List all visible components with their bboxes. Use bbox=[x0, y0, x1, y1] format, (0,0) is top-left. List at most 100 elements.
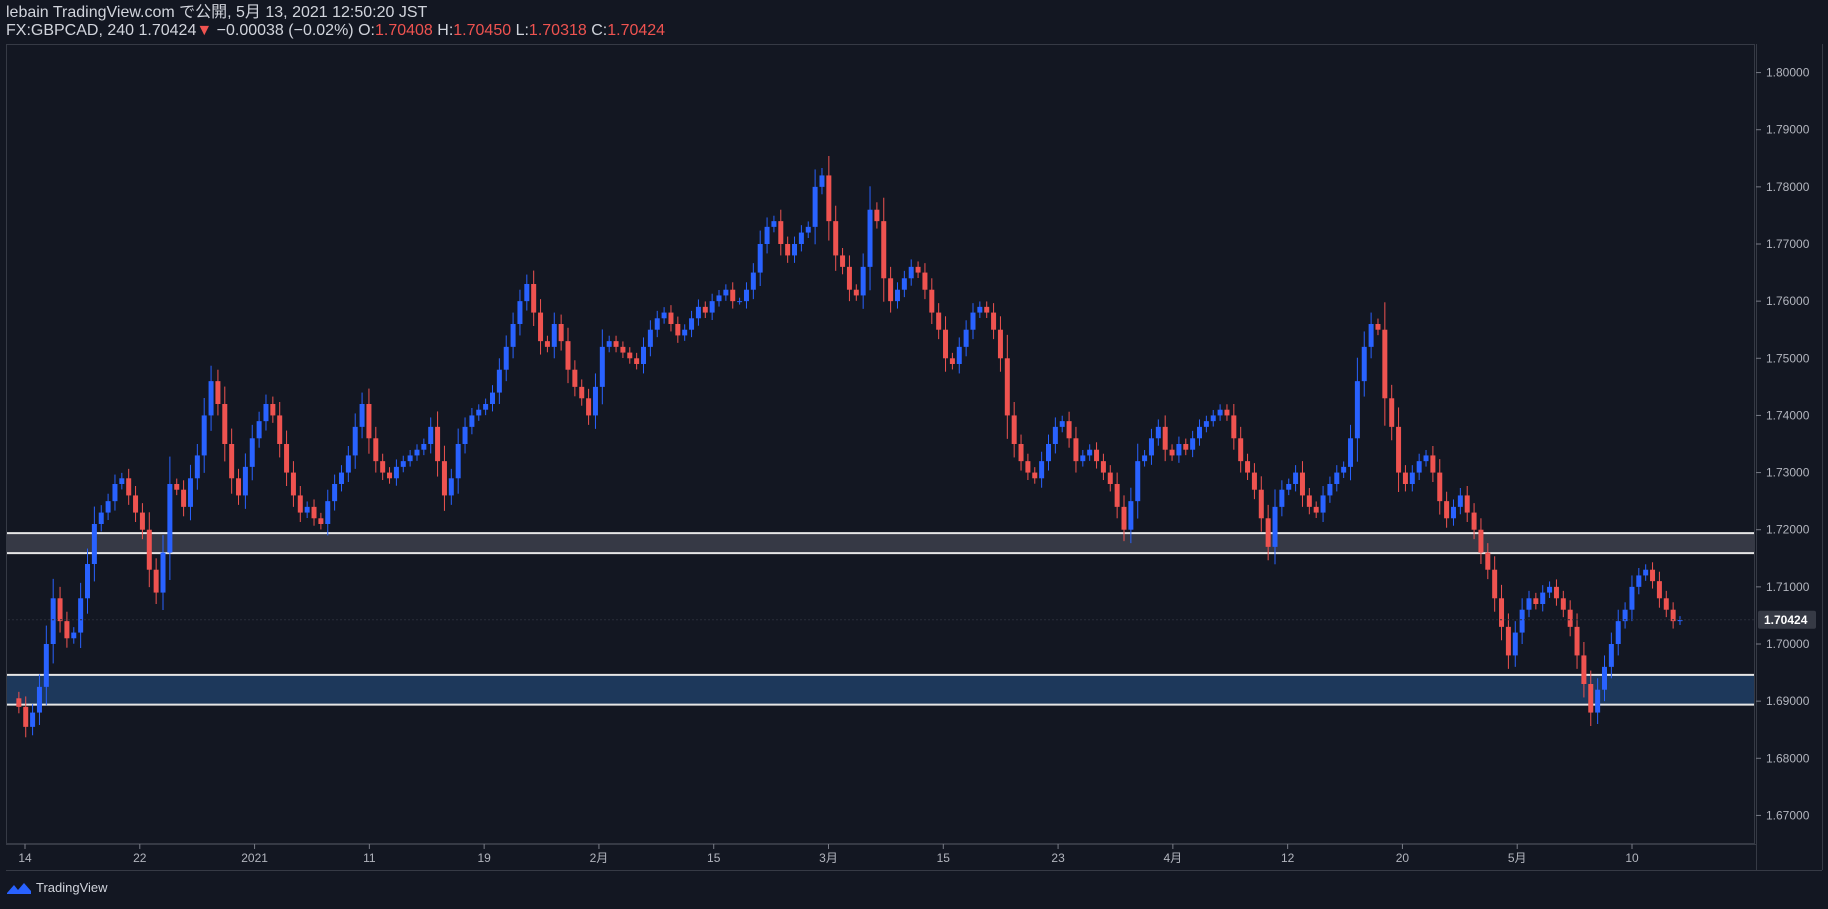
candle-body bbox=[716, 295, 722, 302]
tradingview-brand[interactable]: TradingView bbox=[6, 880, 108, 895]
candle-body bbox=[387, 472, 393, 479]
candle-body bbox=[1464, 495, 1470, 513]
candle-body bbox=[119, 478, 125, 484]
candle-body bbox=[1567, 609, 1573, 627]
candle-body bbox=[1052, 426, 1058, 444]
y-tick-label-3: 1.77000 bbox=[1766, 237, 1810, 251]
candle-body bbox=[949, 358, 955, 364]
x-tick-label-7: 3月 bbox=[819, 851, 838, 865]
high-value: 1.70450 bbox=[453, 22, 512, 39]
candle-body bbox=[991, 312, 997, 330]
candle-body bbox=[1066, 421, 1072, 439]
candle-body bbox=[764, 226, 770, 244]
candle-body bbox=[620, 346, 626, 353]
candle-body bbox=[71, 632, 77, 639]
candle-body bbox=[1402, 472, 1408, 484]
candle-body bbox=[798, 232, 804, 244]
candle-body bbox=[1169, 449, 1175, 456]
candle-body bbox=[43, 644, 49, 687]
candle-body bbox=[91, 524, 97, 564]
candle-body bbox=[1574, 626, 1580, 656]
candle-body bbox=[352, 426, 358, 456]
candle-body bbox=[201, 415, 207, 456]
support-zone[interactable] bbox=[7, 674, 1754, 705]
candle-body bbox=[1059, 421, 1065, 427]
candle-body bbox=[359, 404, 365, 427]
candle-body bbox=[915, 266, 921, 273]
candle-body bbox=[1396, 426, 1402, 473]
candle-body bbox=[1197, 426, 1203, 439]
candle-body bbox=[277, 415, 283, 444]
candle-body bbox=[1217, 409, 1223, 416]
candle-body bbox=[1279, 489, 1285, 507]
candle-body bbox=[30, 712, 36, 727]
candle-body bbox=[901, 278, 907, 290]
candle-body bbox=[407, 455, 413, 462]
candle-body bbox=[23, 706, 29, 727]
candle-body bbox=[332, 484, 338, 502]
candle-body bbox=[743, 289, 749, 302]
x-tick-label-3: 11 bbox=[363, 851, 376, 865]
candle-body bbox=[366, 404, 372, 439]
candle-body bbox=[57, 598, 63, 622]
candle-body bbox=[1341, 466, 1347, 473]
candle-body bbox=[565, 341, 571, 370]
candle-body bbox=[1334, 472, 1340, 484]
candle-body bbox=[1265, 518, 1271, 547]
symbol-legend[interactable]: FX:GBPCAD, 240 1.70424▼ −0.00038 (−0.02%… bbox=[6, 22, 666, 39]
candle-body bbox=[421, 444, 427, 450]
candle-body bbox=[702, 306, 708, 313]
time-axis[interactable]: 14 22 2021 11 19 2月 15 3月 15 23 4月 12 20 5月 10 bbox=[18, 844, 1639, 865]
candle-body bbox=[1492, 569, 1498, 599]
candle-body bbox=[1190, 438, 1196, 450]
candle-body bbox=[826, 175, 832, 222]
last-price-marker: 1.70424 bbox=[1758, 610, 1816, 629]
candle-body bbox=[922, 272, 928, 290]
candle-body bbox=[963, 329, 969, 347]
candle-body bbox=[1032, 472, 1038, 479]
candle-body bbox=[538, 312, 544, 342]
candle-body bbox=[1155, 426, 1161, 439]
candle-body bbox=[1142, 455, 1148, 462]
candle-body bbox=[1313, 506, 1319, 513]
candle-body bbox=[1677, 620, 1683, 622]
tradingview-logo-icon bbox=[7, 882, 31, 894]
candle-body bbox=[1299, 472, 1305, 496]
candle-body bbox=[1306, 495, 1312, 507]
candle-body bbox=[1595, 689, 1601, 713]
candle-body bbox=[689, 318, 695, 330]
candle-body bbox=[414, 449, 420, 456]
candle-body bbox=[894, 289, 900, 302]
candle-body bbox=[805, 226, 811, 233]
candle-body bbox=[36, 686, 42, 713]
symbol-label: FX:GBPCAD, 240 bbox=[6, 22, 135, 39]
candle-body bbox=[483, 404, 489, 410]
candle-body bbox=[695, 306, 701, 319]
candle-body bbox=[215, 381, 221, 404]
x-tick-label-4: 19 bbox=[477, 851, 491, 865]
resistance-zone[interactable] bbox=[7, 533, 1754, 554]
candle-body bbox=[1183, 444, 1189, 450]
x-tick-label-11: 12 bbox=[1281, 851, 1295, 865]
y-tick-label-10: 1.70000 bbox=[1766, 637, 1810, 651]
y-tick-label-6: 1.74000 bbox=[1766, 408, 1810, 422]
candle-body bbox=[455, 444, 461, 479]
candle-body bbox=[970, 312, 976, 330]
candle-body bbox=[1004, 358, 1010, 416]
candle-body bbox=[187, 478, 193, 507]
candle-body bbox=[997, 329, 1003, 359]
candle-body bbox=[599, 346, 605, 387]
price-axis[interactable]: 1.80000 1.79000 1.78000 1.77000 1.76000 1.750… bbox=[1756, 66, 1810, 823]
candle-body bbox=[634, 358, 640, 364]
candle-body bbox=[792, 244, 798, 256]
candle-body bbox=[1423, 455, 1429, 462]
candle-body bbox=[1437, 472, 1443, 502]
candle-body bbox=[1354, 381, 1360, 439]
x-tick-label-13: 5月 bbox=[1508, 851, 1527, 865]
candle-body bbox=[448, 478, 454, 496]
candle-body bbox=[1245, 461, 1251, 473]
candle-body bbox=[1608, 644, 1614, 667]
candle-body bbox=[380, 461, 386, 473]
candle-body bbox=[1615, 621, 1621, 644]
